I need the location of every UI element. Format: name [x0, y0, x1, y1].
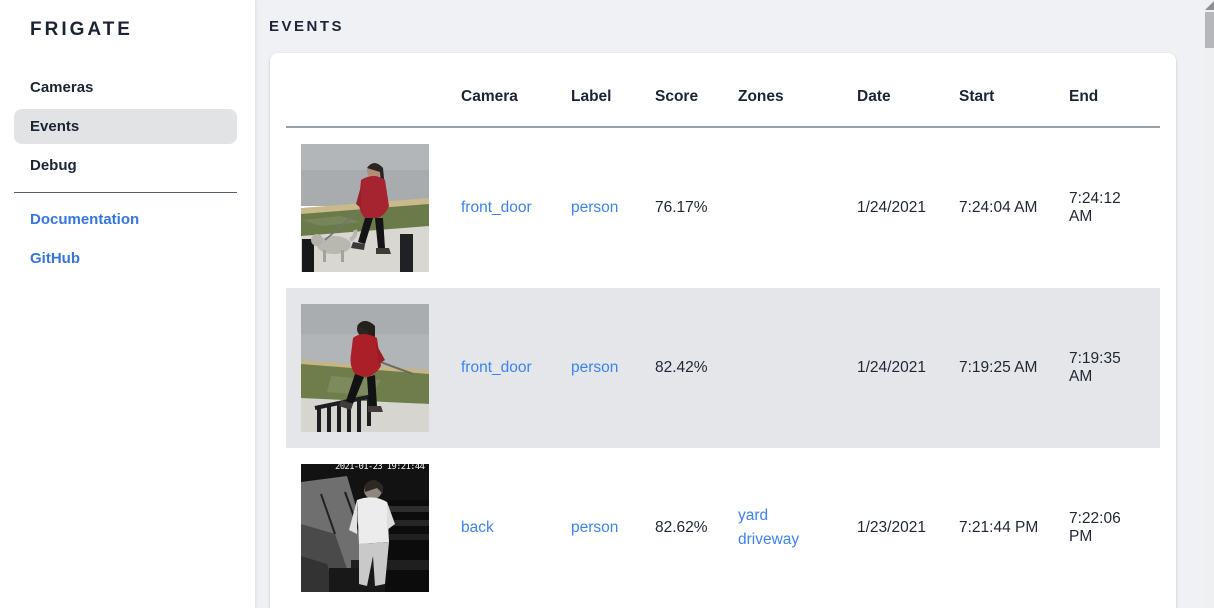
- scrollbar-thumb[interactable]: [1205, 12, 1214, 48]
- zones-cell: [723, 127, 842, 288]
- sidebar-item-cameras[interactable]: Cameras: [30, 79, 94, 96]
- thumbnail-timestamp-text: 2021-01-23 19:21:44: [335, 464, 425, 472]
- app-logo: FRIGATE: [30, 19, 133, 40]
- end-value: 7:22:06 PM: [1069, 510, 1121, 545]
- column-header-camera: Camera: [446, 53, 556, 128]
- events-table: Camera Label Score Zones Date Start End: [286, 53, 1160, 608]
- score-value: 82.62%: [655, 519, 708, 536]
- sidebar-item-debug[interactable]: Debug: [30, 157, 77, 174]
- column-header-date: Date: [842, 53, 944, 128]
- zone-link[interactable]: driveway: [738, 531, 800, 548]
- sidebar-item-events[interactable]: Events: [14, 109, 237, 144]
- event-thumbnail[interactable]: [301, 304, 429, 432]
- start-value: 7:19:25 AM: [959, 359, 1038, 376]
- camera-link[interactable]: back: [461, 519, 494, 536]
- table-header-row: Camera Label Score Zones Date Start End: [286, 53, 1160, 128]
- date-value: 1/24/2021: [857, 199, 926, 216]
- zone-link[interactable]: yard: [738, 507, 769, 524]
- scrollbar-up-arrow-icon[interactable]: [1205, 1, 1214, 10]
- start-value: 7:21:44 PM: [959, 519, 1039, 536]
- main-content: EVENTS Camera Label Score Zones Date Sta…: [255, 0, 1206, 608]
- event-thumbnail[interactable]: [301, 144, 429, 272]
- page-title: EVENTS: [269, 18, 345, 35]
- event-thumbnail[interactable]: 2021-01-23 19:21:44: [301, 464, 429, 592]
- zones-cell: yard driveway: [723, 448, 842, 608]
- sidebar-link-github[interactable]: GitHub: [30, 250, 80, 267]
- end-value: 7:19:35 AM: [1069, 350, 1121, 385]
- start-value: 7:24:04 AM: [959, 199, 1038, 216]
- events-card: Camera Label Score Zones Date Start End: [270, 53, 1176, 608]
- date-value: 1/23/2021: [857, 519, 926, 536]
- column-header-thumbnail: [286, 53, 446, 128]
- event-row-selected[interactable]: front_door person 82.42% 1/24/2021 7:19:…: [286, 288, 1160, 448]
- sidebar-nav: Cameras Events Debug Documentation GitHu…: [0, 70, 255, 276]
- score-value: 76.17%: [655, 199, 708, 216]
- zones-cell: [723, 288, 842, 448]
- column-header-zones: Zones: [723, 53, 842, 128]
- sidebar: FRIGATE Cameras Events Debug Documentati…: [0, 0, 255, 608]
- camera-link[interactable]: front_door: [461, 359, 532, 376]
- event-row[interactable]: 2021-01-23 19:21:44 back person 82.62% y…: [286, 448, 1160, 608]
- column-header-start: Start: [944, 53, 1054, 128]
- date-value: 1/24/2021: [857, 359, 926, 376]
- score-value: 82.42%: [655, 359, 708, 376]
- column-header-end: End: [1054, 53, 1160, 128]
- sidebar-divider: [14, 192, 237, 193]
- column-header-label: Label: [556, 53, 640, 128]
- page-scrollbar[interactable]: [1205, 0, 1214, 608]
- event-row[interactable]: front_door person 76.17% 1/24/2021 7:24:…: [286, 127, 1160, 288]
- sidebar-link-documentation[interactable]: Documentation: [30, 211, 140, 228]
- column-header-score: Score: [640, 53, 723, 128]
- end-value: 7:24:12 AM: [1069, 190, 1121, 225]
- label-link[interactable]: person: [571, 199, 619, 216]
- label-link[interactable]: person: [571, 359, 619, 376]
- label-link[interactable]: person: [571, 519, 619, 536]
- camera-link[interactable]: front_door: [461, 199, 532, 216]
